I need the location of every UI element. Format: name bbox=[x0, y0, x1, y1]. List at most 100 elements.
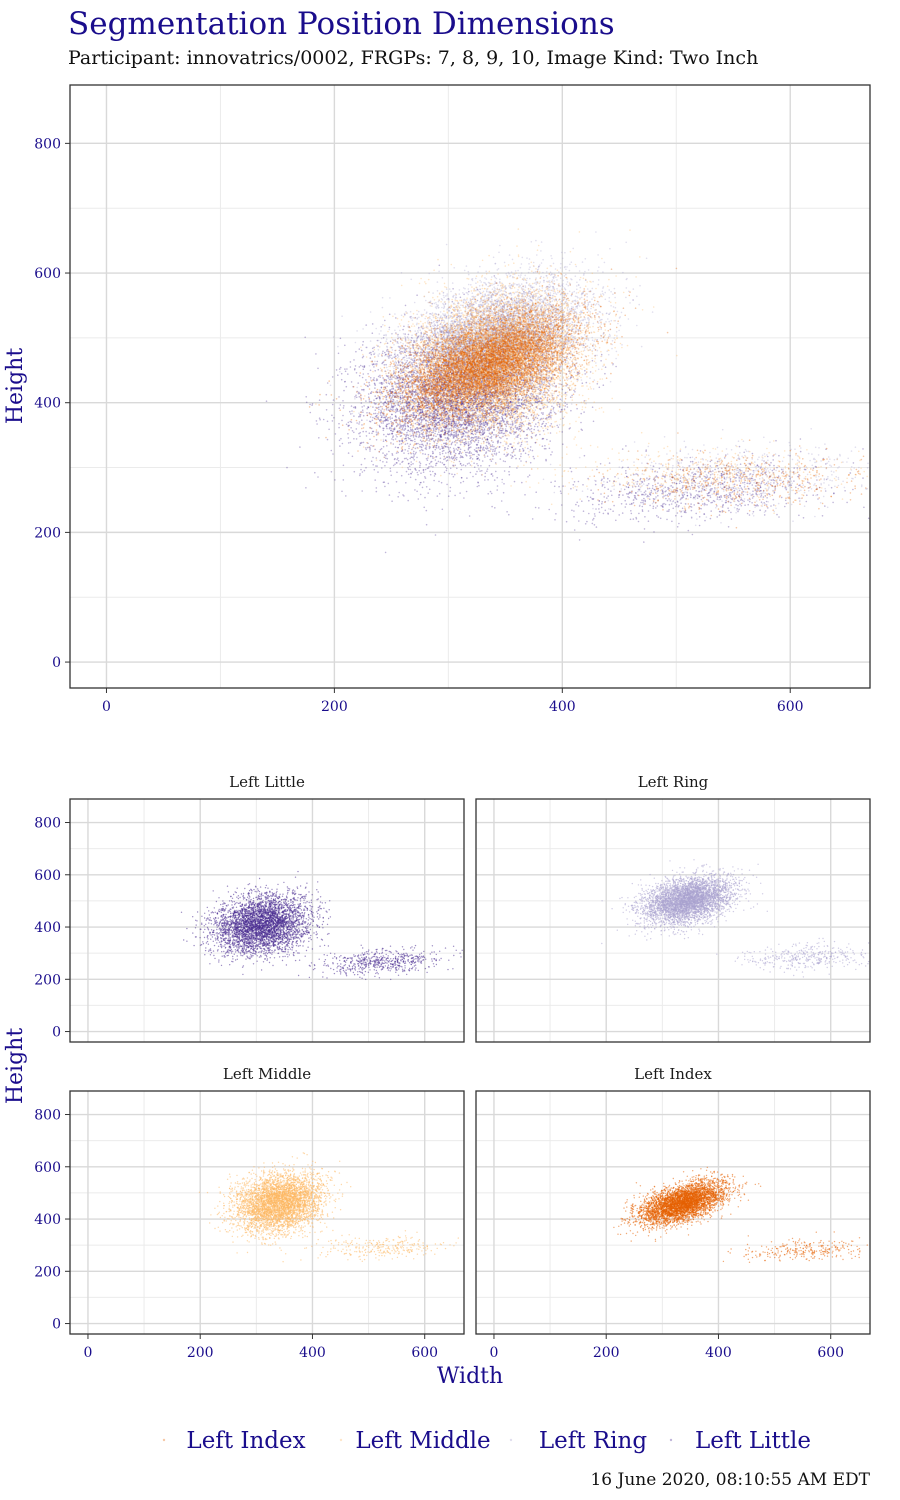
data-point bbox=[490, 437, 493, 439]
data-point bbox=[373, 412, 375, 415]
data-point bbox=[454, 494, 456, 497]
data-point bbox=[475, 431, 478, 434]
data-point bbox=[479, 437, 481, 440]
data-point bbox=[548, 447, 551, 450]
data-point bbox=[493, 453, 496, 455]
data-point bbox=[400, 450, 403, 453]
data-point bbox=[422, 449, 424, 452]
data-point bbox=[421, 429, 424, 431]
data-point bbox=[379, 389, 381, 391]
data-point bbox=[415, 372, 417, 375]
data-point bbox=[385, 457, 387, 460]
data-point bbox=[353, 431, 355, 434]
data-point bbox=[389, 376, 392, 379]
data-point bbox=[411, 393, 414, 395]
data-point bbox=[475, 473, 477, 475]
data-point bbox=[362, 373, 365, 375]
data-point bbox=[504, 428, 507, 430]
data-point bbox=[454, 433, 457, 435]
data-point bbox=[434, 534, 437, 536]
data-point bbox=[394, 415, 397, 417]
data-point bbox=[401, 347, 403, 350]
data-point bbox=[474, 372, 476, 375]
data-point bbox=[391, 357, 393, 360]
data-point bbox=[375, 490, 378, 493]
data-point bbox=[401, 432, 403, 434]
data-point bbox=[465, 407, 468, 410]
data-point bbox=[395, 355, 397, 358]
data-point bbox=[487, 368, 490, 371]
data-point bbox=[365, 379, 367, 381]
data-point bbox=[450, 399, 453, 402]
data-point bbox=[395, 382, 398, 385]
data-point bbox=[503, 483, 505, 485]
data-point bbox=[413, 459, 416, 461]
data-point bbox=[484, 472, 487, 475]
data-point bbox=[344, 368, 346, 370]
data-point bbox=[500, 375, 503, 377]
data-point bbox=[451, 300, 454, 303]
data-point bbox=[379, 341, 382, 344]
data-point bbox=[350, 413, 352, 415]
data-point bbox=[410, 472, 412, 475]
data-point bbox=[407, 425, 410, 428]
data-point bbox=[515, 457, 517, 460]
data-point bbox=[469, 471, 472, 474]
combined-panel bbox=[65, 84, 871, 693]
data-point bbox=[492, 448, 494, 451]
data-point bbox=[385, 396, 387, 399]
data-point bbox=[473, 466, 476, 469]
data-point bbox=[379, 419, 381, 422]
data-point bbox=[399, 463, 401, 465]
data-point bbox=[399, 397, 402, 399]
data-point bbox=[355, 396, 358, 399]
data-point bbox=[527, 447, 529, 450]
data-point bbox=[416, 471, 419, 474]
data-point bbox=[437, 392, 439, 395]
data-point bbox=[436, 442, 438, 445]
data-point bbox=[447, 437, 450, 440]
data-point bbox=[349, 366, 352, 368]
data-point bbox=[566, 406, 569, 408]
data-point bbox=[494, 391, 497, 393]
data-point bbox=[535, 491, 537, 494]
data-point bbox=[459, 456, 462, 459]
data-point bbox=[600, 360, 602, 362]
data-point bbox=[358, 374, 361, 377]
data-point bbox=[522, 449, 525, 452]
data-point bbox=[335, 369, 338, 371]
data-point bbox=[382, 452, 384, 454]
data-point bbox=[544, 425, 546, 427]
data-point bbox=[374, 409, 377, 412]
data-point bbox=[455, 434, 458, 437]
data-point bbox=[445, 439, 448, 442]
data-point bbox=[463, 497, 465, 499]
data-point bbox=[406, 417, 408, 420]
data-point bbox=[401, 424, 403, 427]
data-point bbox=[391, 438, 393, 440]
data-point bbox=[381, 392, 384, 395]
data-point bbox=[531, 336, 533, 339]
data-point bbox=[432, 452, 435, 454]
data-point bbox=[522, 343, 524, 345]
data-point bbox=[418, 469, 421, 472]
data-point bbox=[581, 429, 583, 432]
data-point bbox=[390, 429, 392, 432]
data-point bbox=[452, 435, 455, 438]
data-point bbox=[477, 380, 479, 382]
data-point bbox=[456, 456, 458, 459]
data-point bbox=[401, 397, 403, 400]
data-point bbox=[421, 486, 424, 489]
data-point bbox=[442, 422, 445, 424]
data-point bbox=[499, 380, 501, 383]
data-point bbox=[541, 423, 543, 426]
data-point bbox=[429, 434, 431, 437]
data-point bbox=[498, 432, 501, 435]
data-point bbox=[454, 444, 457, 446]
data-point bbox=[386, 427, 388, 430]
data-point bbox=[469, 440, 472, 443]
data-point bbox=[396, 400, 398, 402]
data-point bbox=[518, 399, 521, 401]
data-point bbox=[469, 443, 471, 446]
data-point bbox=[389, 394, 392, 397]
